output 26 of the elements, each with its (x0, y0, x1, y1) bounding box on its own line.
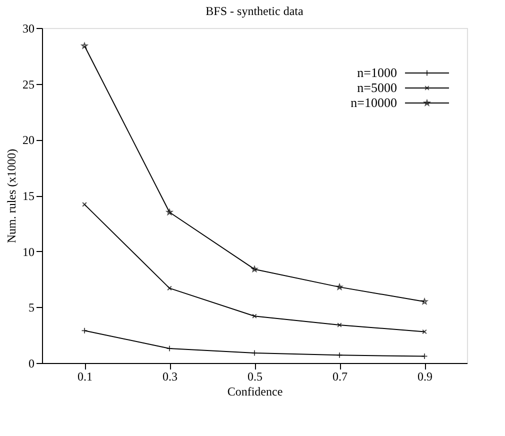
point (81, 42, 88, 49)
y-tick-label: 15 (22, 189, 34, 203)
point (167, 286, 172, 291)
chart-title: BFS - synthetic data (206, 4, 304, 18)
y-tick-label: 20 (22, 133, 34, 148)
x-tick-label: 0.7 (332, 370, 348, 384)
x-tick-label: 0.3 (162, 370, 178, 384)
x-tick-label: 0.5 (248, 370, 262, 384)
y-tick-label: 25 (22, 77, 34, 92)
y-tick-label: 30 (22, 22, 34, 36)
point (166, 209, 173, 215)
point (252, 314, 257, 319)
x-tick-label: 0.9 (418, 370, 432, 384)
point (251, 266, 258, 272)
point (421, 298, 428, 304)
legend-label: n=1000 (357, 65, 397, 80)
y-axis-title: Num. rules (x1000) (4, 148, 18, 244)
y-tick-label: 0 (28, 356, 34, 370)
x-axis-title: Confidence (227, 384, 283, 398)
point (336, 284, 343, 290)
legend-label: n=5000 (357, 80, 397, 95)
y-tick-label: 5 (28, 300, 34, 315)
point (337, 322, 342, 328)
legend-label: n=10000 (350, 95, 397, 110)
x-tick-label: 0.1 (78, 370, 92, 384)
y-tick-label: 10 (22, 244, 34, 259)
